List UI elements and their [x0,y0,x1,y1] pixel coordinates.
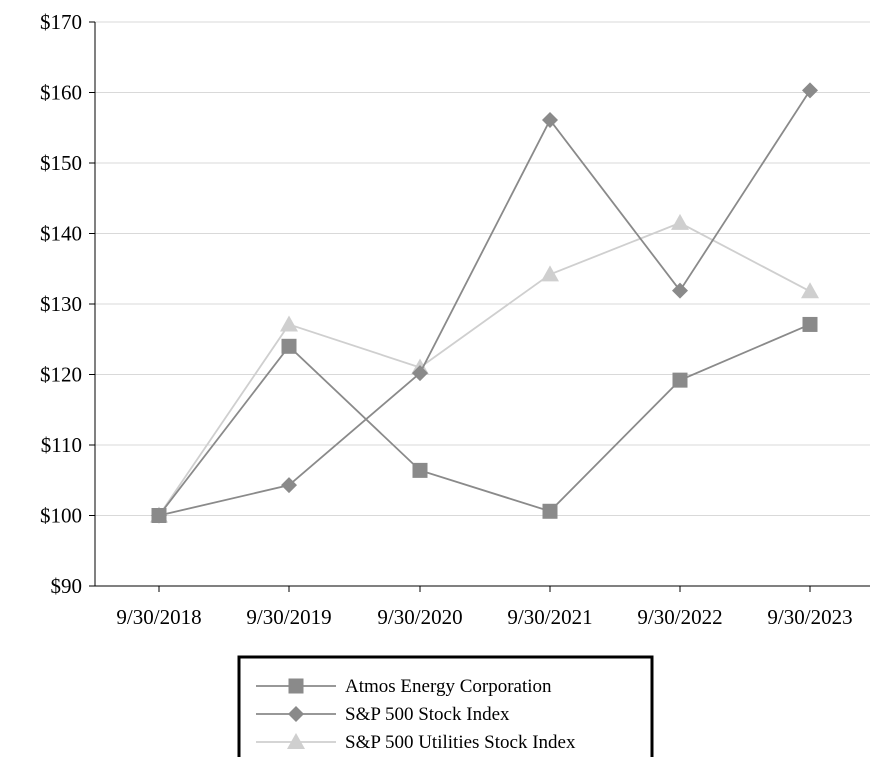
legend-label: Atmos Energy Corporation [345,676,552,697]
series-group [150,82,819,524]
data-point-triangle [541,265,559,282]
x-axis-ticks: 9/30/2018 9/30/2019 9/30/2020 9/30/2021 9/30… [116,586,853,629]
data-point-diamond [672,282,688,299]
y-axis-ticks: $90 $100 $110 $120 $130 $140 $150 $160 $170 [40,10,95,598]
data-point-triangle [280,315,298,332]
x-tick-label: 9/30/2019 [246,605,331,629]
y-tick-label: $130 [40,292,82,316]
data-point-diamond [802,82,818,99]
series-triangle [150,213,819,523]
series-line [158,221,811,517]
legend-item: S&P 500 Stock Index [256,704,510,725]
x-tick-label: 9/30/2021 [507,605,592,629]
x-tick-label: 9/30/2018 [116,605,201,629]
legend: Atmos Energy Corporation S&P 500 Stock In… [237,655,654,757]
legend-marker-diamond [288,706,304,722]
y-tick-label: $100 [40,504,82,528]
y-tick-label: $170 [40,10,82,34]
data-point-diamond [151,507,167,524]
legend-box [237,655,654,757]
legend-marker-square [288,678,304,694]
data-point-diamond [412,365,428,382]
legend-item: Atmos Energy Corporation [256,676,552,697]
legend-label: S&P 500 Stock Index [345,704,510,725]
series-square [151,316,818,523]
x-tick-label: 9/30/2023 [767,605,852,629]
y-tick-label: $110 [41,433,82,457]
y-tick-label: $150 [40,151,82,175]
data-point-diamond [542,111,558,128]
data-point-square [281,338,297,354]
data-point-square [412,462,428,478]
data-point-triangle [671,213,689,230]
data-point-square [802,316,818,332]
legend-item: S&P 500 Utilities Stock Index [256,732,576,753]
series-line [158,89,811,517]
y-tick-label: $120 [40,363,82,387]
data-point-triangle [801,282,819,299]
data-point-square [542,503,558,519]
x-tick-label: 9/30/2022 [637,605,722,629]
y-tick-label: $160 [40,81,82,105]
x-tick-label: 9/30/2020 [377,605,462,629]
y-tick-label: $140 [40,222,82,246]
legend-label: S&P 500 Utilities Stock Index [345,732,576,753]
gridlines [95,21,870,516]
data-point-diamond [281,477,297,494]
legend-marker-triangle [287,733,305,749]
y-tick-label: $90 [51,574,83,598]
data-point-square [672,372,688,388]
series-line [158,323,811,517]
series-diamond [151,82,818,524]
